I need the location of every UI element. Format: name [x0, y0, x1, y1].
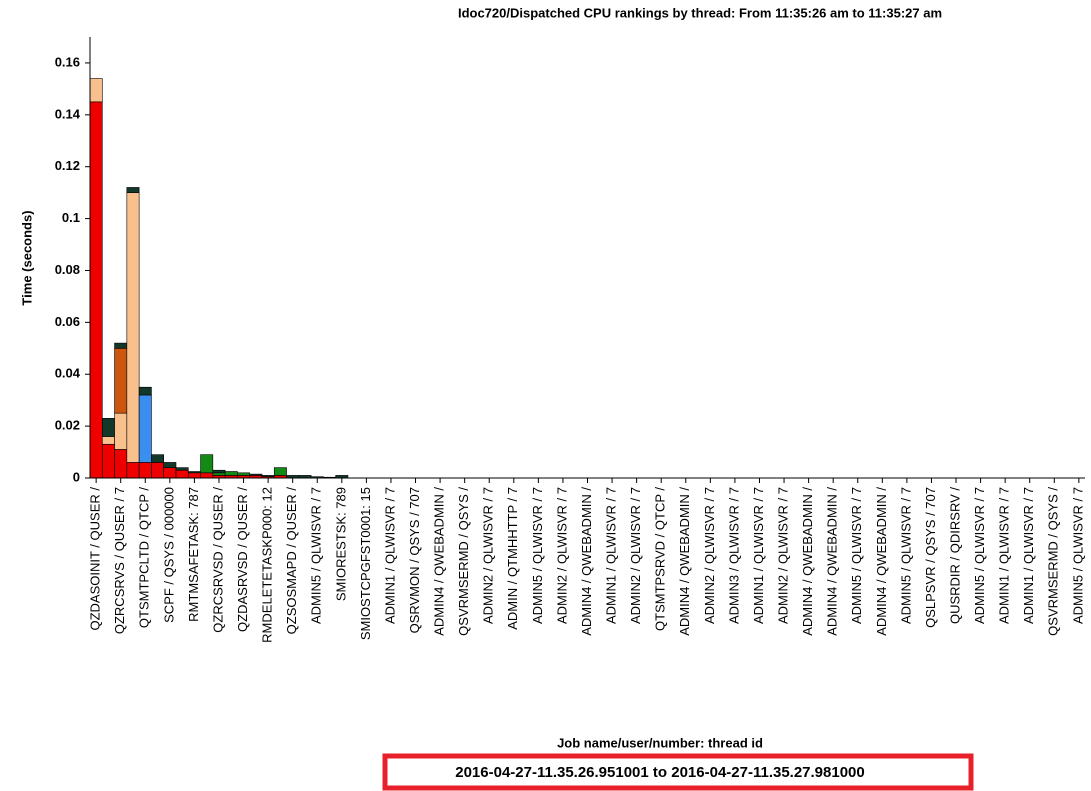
x-tick-label: QSLPSVR / QSYS / 707 — [923, 487, 938, 628]
bar-segment — [138, 386, 152, 396]
bar-segment — [101, 418, 115, 437]
x-tick-label: ADMIN1 / QLWISVR / 7 — [751, 487, 766, 624]
bar-segment — [101, 436, 115, 445]
x-tick-label: QTSMTPSRVD / QTCP / — [653, 487, 668, 631]
x-tick-label: QSVRMSERMD / QSYS / — [456, 487, 471, 636]
bar-segment — [261, 475, 275, 478]
x-tick-label: ADMIN / QTMHHTTP / 7 — [505, 487, 520, 630]
x-tick-label: ADMIN1 / QLWISVR / 7 — [382, 487, 397, 624]
y-tick-label: 0 — [73, 469, 80, 484]
x-tick-label: ADMIN2 / QLWISVR / 7 — [628, 487, 643, 624]
x-tick-label: ADMIN4 / QWEBADMIN / — [800, 487, 815, 636]
bar-segment — [163, 467, 177, 479]
bar-segment — [126, 462, 140, 479]
x-tick-label: ADMIN5 / QLWISVR / 7 — [1070, 487, 1085, 624]
x-tick-label: ADMIN2 / QLWISVR / 7 — [481, 487, 496, 624]
x-tick-label: QSVRMSERMD / QSYS / — [1046, 487, 1061, 636]
x-tick-label: ADMIN1 / QLWISVR / 7 — [604, 487, 619, 624]
x-tick-label: ADMIN5 / QLWISVR / 7 — [309, 487, 324, 624]
x-tick-label: ADMIN2 / QLWISVR / 7 — [702, 487, 717, 624]
bar-segment — [138, 394, 152, 463]
bar-segment — [224, 471, 238, 476]
y-tick-label: 0.16 — [55, 54, 80, 69]
x-axis-label: Job name/user/number: thread id — [557, 735, 763, 750]
x-tick-label: QZRCSRVS / QUSER / 7 — [112, 487, 127, 634]
x-tick-label: SCPF / QSYS / 000000 — [161, 487, 176, 623]
x-tick-label: ADMIN4 / QWEBADMIN / — [874, 487, 889, 636]
x-tick-label: RMTMSAFETASK: 787 — [186, 487, 201, 622]
bar-segment — [187, 472, 201, 479]
bar-segment — [249, 473, 263, 476]
x-tick-label: ADMIN4 / QWEBADMIN / — [432, 487, 447, 636]
bar-segment — [126, 187, 140, 193]
x-tick-label: RMDELETETASKP000: 12 — [260, 487, 275, 643]
x-tick-label: SMIORESTSK: 789 — [333, 487, 348, 601]
y-tick-label: 0.1 — [62, 210, 80, 225]
y-tick-label: 0.14 — [55, 106, 81, 121]
subtitle: 2016-04-27-11.35.26.951001 to 2016-04-27… — [455, 764, 865, 781]
highlight-box — [382, 753, 974, 791]
bar-segment — [273, 467, 287, 476]
x-tick-label: ADMIN1 / QLWISVR / 7 — [1021, 487, 1036, 624]
x-tick-label: QZDASOINIT / QUSER / — [88, 487, 103, 631]
chart-title: Idoc720/Dispatched CPU rankings by threa… — [458, 5, 942, 20]
x-tick-label: ADMIN5 / QLWISVR / 7 — [898, 487, 913, 624]
x-tick-label: ADMIN3 / QLWISVR / 7 — [726, 487, 741, 624]
bar-segment — [212, 472, 226, 476]
y-tick-label: 0.04 — [55, 366, 81, 381]
x-tick-label: ADMIN2 / QLWISVR / 7 — [775, 487, 790, 624]
y-tick-label: 0.12 — [55, 158, 80, 173]
x-tick-label: QZSOSMAPD / QUSER / — [284, 487, 299, 635]
x-tick-label: ADMIN4 / QWEBADMIN / — [579, 487, 594, 636]
x-tick-label: QSRVMON / QSYS / 707 — [407, 487, 422, 633]
bar-segment — [200, 472, 214, 479]
bar-segment — [237, 472, 250, 476]
x-tick-label: SMIOSTCPGFST0001: 15 — [358, 487, 373, 640]
bar-segment — [187, 471, 201, 474]
bar-segment — [138, 462, 152, 479]
bar-segment — [163, 462, 177, 468]
bar-segment — [101, 443, 115, 479]
x-tick-label: QZRCSRVSD / QUSER / — [210, 487, 225, 633]
y-tick-label: 0.02 — [55, 418, 80, 433]
x-tick-label: ADMIN5 / QLWISVR / 7 — [849, 487, 864, 624]
bar-segment — [175, 467, 189, 471]
x-tick-label: QTSMTPCLTD / QTCP / — [137, 487, 152, 628]
x-tick-label: ADMIN1 / QLWISVR / 7 — [997, 487, 1012, 624]
bar-segment — [89, 78, 103, 103]
y-tick-label: 0.08 — [55, 262, 80, 277]
x-tick-label: QUSRDIR / QDIRSRV / — [947, 487, 962, 624]
x-tick-label: ADMIN2 / QLWISVR / 7 — [554, 487, 569, 624]
bar-segment — [114, 342, 128, 349]
bar-segment — [114, 347, 128, 414]
y-tick-label: 0.06 — [55, 314, 80, 329]
x-tick-label: ADMIN4 / QWEBADMIN / — [677, 487, 692, 636]
bar-segment — [89, 101, 103, 479]
bar-segment — [212, 469, 226, 474]
bar-segment — [114, 449, 128, 479]
x-tick-label: ADMIN5 / QLWISVR / 7 — [530, 487, 545, 624]
x-tick-label: ADMIN4 / QWEBADMIN / — [825, 487, 840, 636]
bar-segment — [200, 454, 214, 474]
bar-segment — [151, 454, 165, 463]
bar-segment — [151, 462, 165, 479]
bar-segment — [114, 412, 128, 450]
bar-segment — [126, 192, 140, 463]
x-tick-label: QZDASRVSD / QUSER / — [235, 487, 250, 632]
y-axis-label: Time (seconds) — [19, 210, 34, 305]
x-tick-label: ADMIN5 / QLWISVR / 7 — [972, 487, 987, 624]
bar-segment — [175, 469, 189, 479]
